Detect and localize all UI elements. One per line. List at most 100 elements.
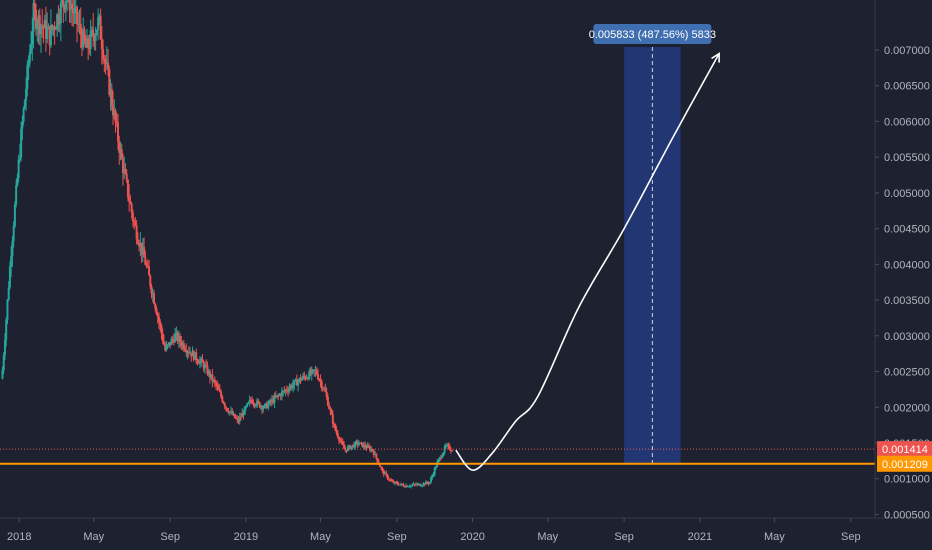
candle-body: [441, 455, 444, 459]
candle-body: [339, 440, 342, 442]
candle-body: [154, 303, 157, 309]
candle-body: [103, 58, 106, 60]
candle-body: [156, 314, 159, 317]
candle-body: [437, 459, 440, 463]
candle-body: [293, 380, 296, 385]
candle-body: [333, 423, 336, 425]
candle-body: [285, 389, 288, 391]
time-tick-label: 2020: [460, 531, 484, 543]
price-tick-label: 0.002500: [884, 367, 930, 379]
candle-body: [324, 388, 327, 392]
candle-body: [105, 62, 108, 64]
candle-body: [110, 88, 113, 106]
candle-body: [201, 358, 204, 363]
candle-body: [341, 441, 344, 445]
candle-body: [448, 445, 451, 450]
candle-body: [64, 0, 67, 10]
candle-body: [197, 362, 200, 364]
candle-body: [42, 26, 45, 29]
candle-body: [356, 441, 359, 445]
candle-body: [179, 336, 182, 343]
candle-body: [157, 316, 160, 322]
candle-body: [365, 447, 368, 449]
candle-body: [131, 212, 134, 222]
candle-body: [279, 394, 282, 397]
candle-body: [13, 204, 16, 227]
candle-body: [266, 403, 269, 409]
candle-body: [99, 15, 102, 40]
candle-body: [336, 433, 339, 438]
candle-body: [191, 351, 194, 357]
candle-body: [218, 389, 221, 392]
candle-body: [350, 446, 353, 450]
candle-body: [280, 391, 283, 397]
candle-body: [413, 484, 416, 486]
candle-body: [379, 464, 382, 467]
candle-body: [167, 342, 170, 345]
candle-body: [80, 34, 83, 48]
candle-body: [385, 472, 388, 475]
candle-body: [359, 442, 362, 444]
candle-body: [174, 333, 177, 343]
candle-body: [307, 377, 310, 380]
candle-body: [236, 418, 239, 420]
candle-body: [444, 445, 447, 447]
projection-arrowhead: [711, 52, 720, 63]
price-tick-label: 0.004000: [884, 259, 930, 271]
candle-body: [164, 344, 167, 351]
candle-body: [203, 365, 206, 369]
candle-body: [241, 413, 244, 418]
candle-body: [238, 416, 241, 422]
candle-body: [102, 49, 105, 59]
candle-body: [315, 370, 318, 375]
candle-body: [451, 450, 454, 452]
candle-body: [134, 222, 137, 226]
candle-body: [59, 2, 62, 24]
candle-body: [300, 378, 303, 381]
candle-body: [109, 88, 112, 95]
candle-body: [61, 0, 64, 3]
candle-body: [447, 445, 450, 447]
time-tick-label: May: [83, 531, 104, 543]
candle-body: [427, 482, 430, 484]
measure-band[interactable]: [624, 47, 681, 464]
price-axis[interactable]: 0.007000 0.006500 0.006000 0.005500 0.005000…: [875, 45, 930, 521]
candle-body: [88, 48, 91, 50]
candle-body: [289, 385, 292, 389]
horizontal-lines: [0, 448, 875, 465]
candle-body: [376, 458, 379, 463]
candle-body: [237, 419, 240, 422]
candle-body: [259, 405, 262, 408]
candle-body: [11, 241, 14, 257]
candle-body: [355, 441, 358, 443]
candle-body: [25, 88, 28, 101]
candle-body: [123, 168, 126, 174]
candle-body: [124, 168, 127, 174]
candle-body: [349, 445, 352, 450]
time-axis[interactable]: 2018 May Sep 2019 May Sep 2020 May Sep 2021 May Sep: [7, 518, 861, 543]
candle-body: [234, 417, 237, 419]
candle-body: [17, 159, 20, 178]
candle-body: [136, 239, 139, 244]
candle-body: [210, 374, 213, 378]
candle-body: [2, 355, 5, 371]
candle-body: [410, 485, 413, 487]
candle-body: [141, 247, 144, 254]
measure-range[interactable]: [624, 47, 681, 464]
candle-body: [264, 403, 267, 405]
candle-body: [1, 370, 4, 379]
candle-body: [113, 110, 116, 116]
candle-body: [222, 401, 225, 404]
candle-body: [159, 321, 162, 326]
candle-body: [186, 351, 189, 353]
candle-body: [443, 446, 446, 453]
candle-body: [30, 44, 33, 52]
price-tag-label: 0.001209: [882, 459, 928, 471]
candle-body: [361, 442, 364, 448]
time-tick-label: 2018: [7, 531, 31, 543]
candle-body: [207, 371, 210, 375]
candle-body: [52, 26, 55, 30]
candle-body: [391, 481, 394, 483]
projection-path[interactable]: [455, 53, 720, 471]
